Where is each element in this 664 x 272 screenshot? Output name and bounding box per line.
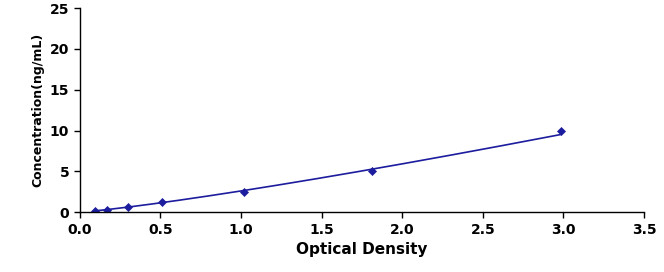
- X-axis label: Optical Density: Optical Density: [296, 242, 428, 257]
- Y-axis label: Concentration(ng/mL): Concentration(ng/mL): [31, 33, 44, 187]
